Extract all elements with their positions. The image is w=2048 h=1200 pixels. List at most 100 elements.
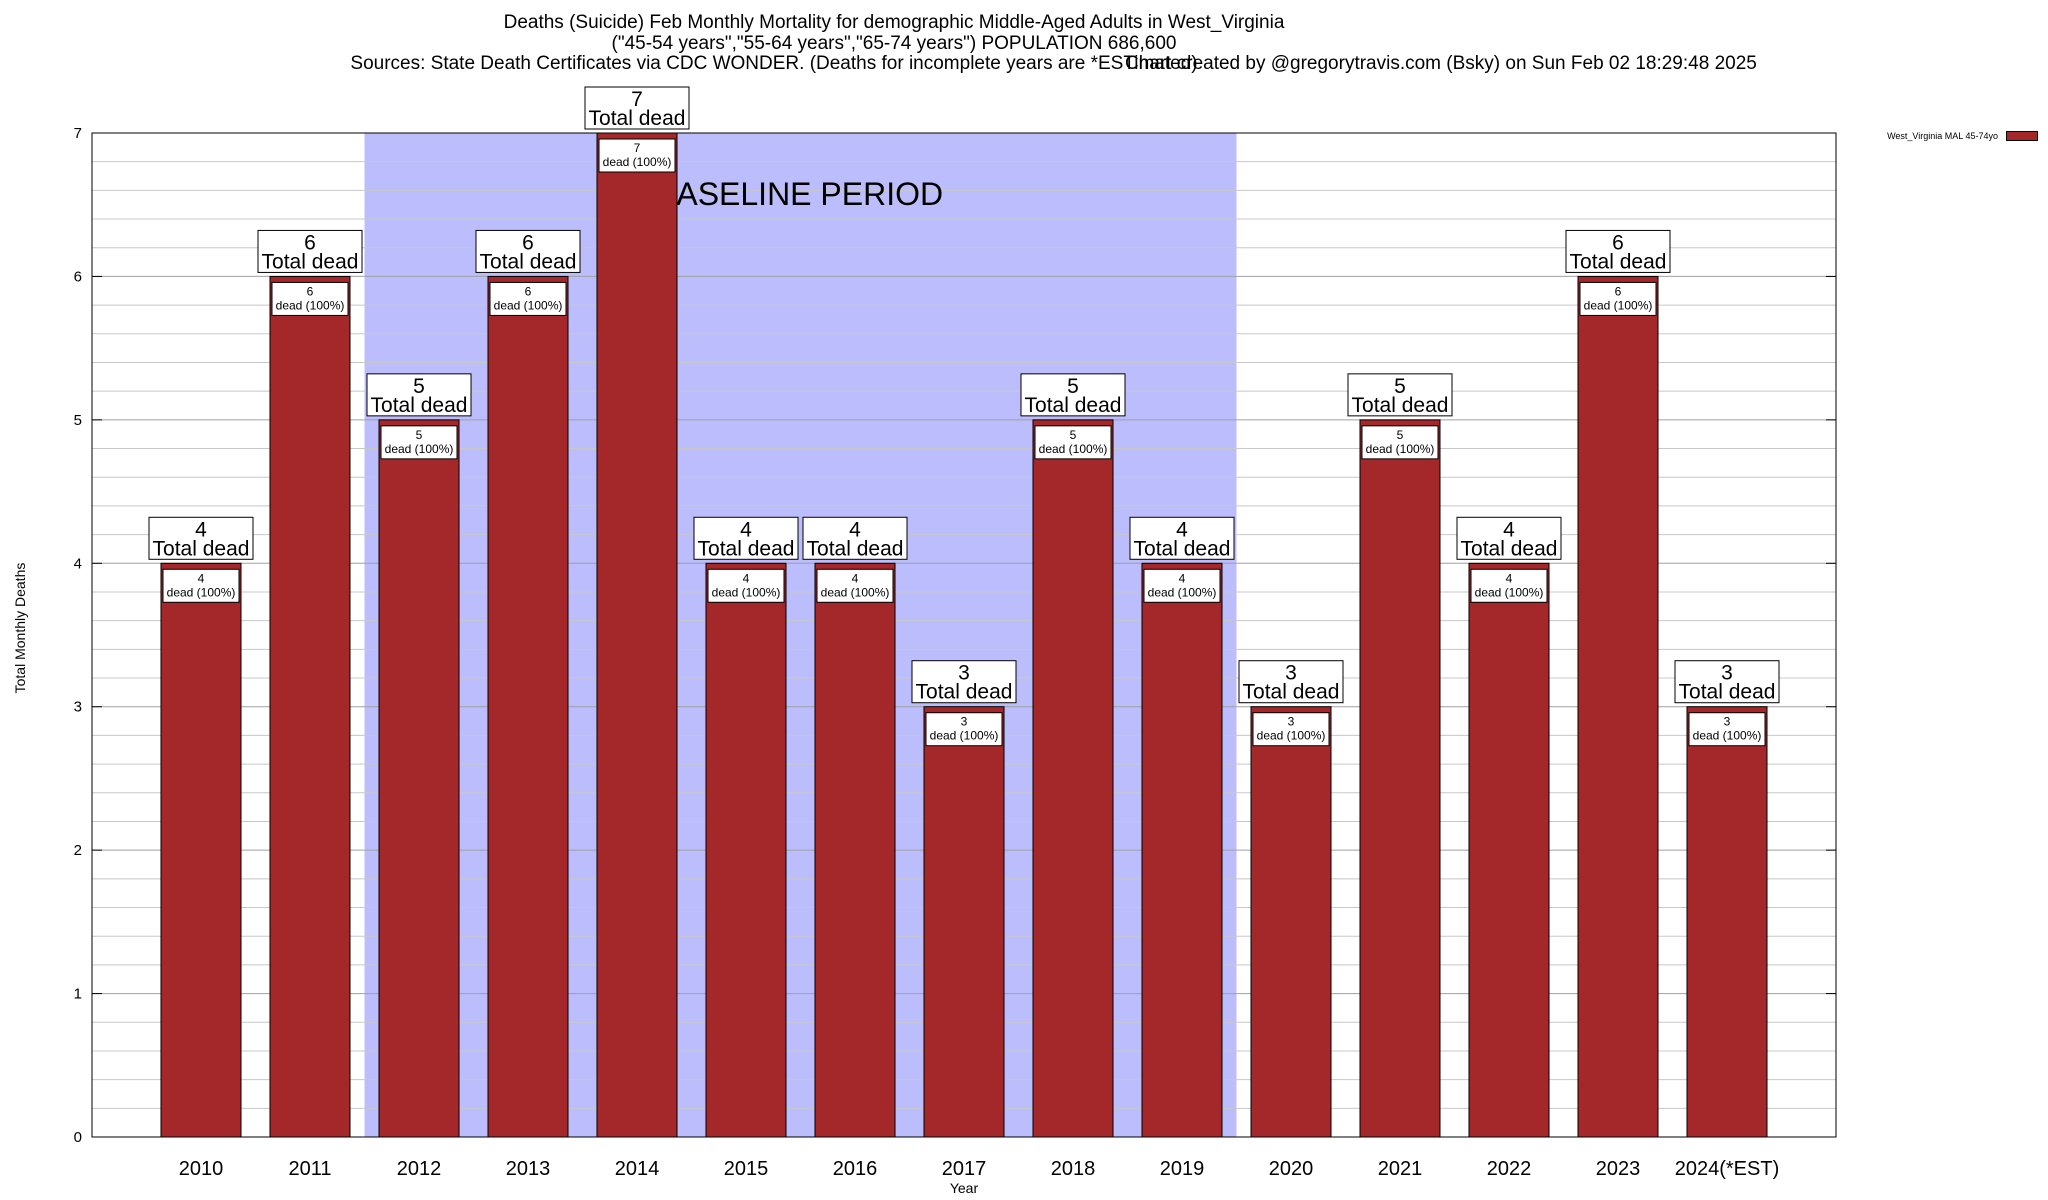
bar-total-value: 4 — [1503, 518, 1515, 541]
bar-total-label: Total dead — [916, 681, 1013, 704]
bar-inner-value: 4 — [1506, 571, 1513, 585]
bar-total-label-box — [1456, 516, 1562, 560]
bar-total-value: 3 — [1721, 662, 1733, 685]
y-tick-label: 1 — [74, 986, 82, 1003]
bar-total-label: Total dead — [153, 537, 250, 560]
y-tick-label: 6 — [74, 268, 82, 285]
bar-total-label: Total dead — [1134, 537, 1231, 560]
bar-inner-value: 4 — [1179, 571, 1186, 585]
bar-total-label-box — [1020, 373, 1126, 417]
bar-inner-label-box — [1688, 712, 1766, 747]
bar-total-value: 7 — [631, 88, 643, 111]
bar-inner-value: 4 — [198, 571, 205, 585]
bar-inner-value: 5 — [416, 428, 423, 442]
bar-inner-label: dead (100%) — [385, 442, 454, 456]
chart-source-note: Sources: State Death Certificates via CD… — [350, 53, 1198, 74]
bar-total-label-box — [1674, 660, 1780, 704]
y-tick-label: 2 — [74, 842, 82, 859]
bar-total-label-box — [802, 516, 908, 560]
x-tick-label: 2021 — [1378, 1158, 1423, 1180]
x-tick-label: 2018 — [1051, 1158, 1096, 1180]
bar-inner-label-box — [1579, 281, 1657, 316]
bar-total-value: 5 — [413, 375, 425, 398]
y-tick-label: 0 — [74, 1129, 82, 1146]
bar-total-value: 6 — [304, 231, 316, 254]
bar-inner-label: dead (100%) — [821, 585, 890, 599]
x-tick-label: 2013 — [506, 1158, 551, 1180]
x-tick-label: 2010 — [179, 1158, 224, 1180]
bar-total-value: 4 — [1176, 518, 1188, 541]
bar-inner-label: dead (100%) — [1148, 585, 1217, 599]
bar-total-value: 5 — [1067, 375, 1079, 398]
bar — [1032, 419, 1114, 1138]
bar — [160, 562, 242, 1138]
bar-total-label: Total dead — [262, 250, 359, 273]
y-tick-label: 4 — [74, 555, 82, 572]
legend-label: West_Virginia MAL 45-74yo — [1887, 131, 1998, 141]
legend: West_Virginia MAL 45-74yo — [1887, 131, 2038, 141]
bar — [596, 132, 678, 1138]
bar-inner-label: dead (100%) — [1366, 442, 1435, 456]
bar-inner-label-box — [707, 568, 785, 603]
bar-total-label: Total dead — [1243, 681, 1340, 704]
bar — [923, 706, 1005, 1138]
bar-total-label: Total dead — [1352, 394, 1449, 417]
bar-total-value: 3 — [958, 662, 970, 685]
bar-total-label: Total dead — [1570, 250, 1667, 273]
bar-total-label: Total dead — [371, 394, 468, 417]
bar — [1468, 562, 1550, 1138]
bar-total-value: 6 — [1612, 231, 1624, 254]
y-tick-label: 3 — [74, 699, 82, 716]
chart-credit: Chart created by @gregorytravis.com (Bsk… — [1125, 53, 1757, 74]
x-tick-label: 2020 — [1269, 1158, 1314, 1180]
bar-total-label: Total dead — [480, 250, 577, 273]
x-tick-label: 2017 — [942, 1158, 987, 1180]
plot-frame — [91, 132, 1837, 1138]
bar-total-label: Total dead — [1679, 681, 1776, 704]
bar-total-label: Total dead — [1025, 394, 1122, 417]
bar-inner-label-box — [1470, 568, 1548, 603]
bar-total-value: 4 — [849, 518, 861, 541]
bar-inner-value: 5 — [1070, 428, 1077, 442]
bar-total-value: 3 — [1285, 662, 1297, 685]
bar-inner-label: dead (100%) — [494, 298, 563, 312]
bar-inner-label: dead (100%) — [603, 155, 672, 169]
bar-inner-label-box — [271, 281, 349, 316]
bar-inner-label-box — [1361, 425, 1439, 460]
bar — [814, 562, 896, 1138]
bar-inner-label: dead (100%) — [1475, 585, 1544, 599]
bar-inner-label: dead (100%) — [712, 585, 781, 599]
bar-inner-label-box — [489, 281, 567, 316]
bar-inner-label: dead (100%) — [1693, 729, 1762, 743]
bar-inner-label: dead (100%) — [930, 729, 999, 743]
bar-inner-value: 5 — [1397, 428, 1404, 442]
bar-inner-label-box — [162, 568, 240, 603]
bar — [487, 275, 569, 1138]
bar — [1359, 419, 1441, 1138]
bar-total-label: Total dead — [698, 537, 795, 560]
bar-inner-label-box — [1252, 712, 1330, 747]
bar-total-value: 4 — [195, 518, 207, 541]
bar-total-value: 5 — [1394, 375, 1406, 398]
bar-total-label-box — [1238, 660, 1344, 704]
x-tick-label: 2011 — [288, 1158, 331, 1180]
bar-inner-value: 3 — [961, 715, 968, 729]
bar-inner-label: dead (100%) — [1257, 729, 1326, 743]
bar-inner-label-box — [380, 425, 458, 460]
bar — [269, 275, 351, 1138]
y-tick-label: 5 — [74, 412, 82, 429]
x-tick-label: 2015 — [724, 1158, 769, 1180]
x-tick-label: 2014 — [615, 1158, 660, 1180]
bar-total-label-box — [1347, 373, 1453, 417]
bar-inner-label-box — [1143, 568, 1221, 603]
bar-inner-label: dead (100%) — [167, 585, 236, 599]
x-tick-label: 2019 — [1160, 1158, 1205, 1180]
bar-total-label-box — [1129, 516, 1235, 560]
x-tick-label: 2023 — [1596, 1158, 1641, 1180]
x-axis-label: Year — [949, 1180, 979, 1196]
x-tick-label: 2016 — [833, 1158, 878, 1180]
bar-inner-label-box — [1034, 425, 1112, 460]
bar-inner-label: dead (100%) — [276, 298, 345, 312]
bar-inner-value: 3 — [1288, 715, 1295, 729]
